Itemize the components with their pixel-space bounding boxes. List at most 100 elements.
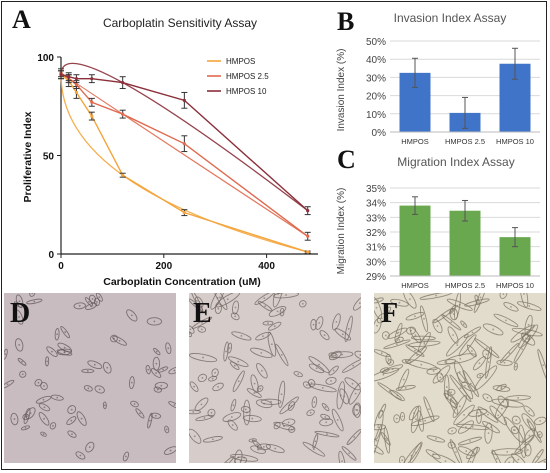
cell-nucleus bbox=[415, 418, 417, 421]
migration-index-chart: Migration Index Assay Migration Index (%… bbox=[336, 155, 540, 290]
cell-outline bbox=[374, 424, 383, 457]
cell-outline bbox=[499, 293, 508, 299]
cell-nucleus bbox=[264, 305, 267, 308]
cell-nucleus bbox=[267, 322, 269, 325]
cell-outline bbox=[57, 348, 73, 356]
cell-nucleus bbox=[404, 387, 407, 389]
cell-outline bbox=[10, 412, 19, 426]
cell-nucleus bbox=[477, 415, 480, 418]
cell-nucleus bbox=[423, 317, 425, 320]
cell-outline bbox=[513, 334, 531, 364]
cell-outline bbox=[14, 309, 24, 325]
cell-outline bbox=[45, 356, 50, 367]
cell-outline bbox=[210, 293, 225, 310]
chart-a-data-point bbox=[121, 112, 125, 116]
cell-outline bbox=[293, 371, 303, 378]
cell-outline bbox=[338, 450, 346, 463]
cell-outline bbox=[307, 379, 316, 387]
panel-label-d: D bbox=[10, 298, 31, 329]
cell-nucleus bbox=[355, 408, 358, 411]
chart-a-y-axis-label: Proliferative Index bbox=[22, 111, 34, 202]
cell-outline bbox=[374, 296, 383, 319]
cell-nucleus bbox=[375, 306, 378, 309]
cell-nucleus bbox=[301, 302, 304, 305]
cell-outline bbox=[26, 298, 43, 305]
cell-nucleus bbox=[253, 392, 256, 394]
cell-nucleus bbox=[288, 404, 291, 407]
cell-nucleus bbox=[469, 440, 471, 442]
cell-nucleus bbox=[26, 415, 28, 417]
cell-nucleus bbox=[335, 320, 338, 323]
panel-label-a: A bbox=[12, 5, 31, 34]
cell-nucleus bbox=[476, 411, 479, 414]
cell-nucleus bbox=[527, 421, 530, 423]
cell-nucleus bbox=[280, 353, 283, 356]
cell-outline bbox=[277, 380, 286, 408]
cell-nucleus bbox=[113, 337, 115, 340]
cell-nucleus bbox=[173, 404, 176, 406]
cell-outline bbox=[405, 311, 425, 321]
cell-outline bbox=[503, 416, 524, 444]
chart-c-bar bbox=[399, 205, 431, 276]
chart-c-bar bbox=[449, 210, 481, 276]
cell-nucleus bbox=[336, 419, 339, 421]
panel-label-f: F bbox=[381, 298, 399, 329]
cell-outline bbox=[94, 385, 105, 394]
cell-nucleus bbox=[17, 303, 20, 306]
cell-nucleus bbox=[495, 457, 498, 460]
cell-outline bbox=[202, 436, 223, 443]
cell-nucleus bbox=[18, 300, 21, 303]
cell-nucleus bbox=[198, 301, 201, 303]
cell-nucleus bbox=[388, 390, 391, 392]
cell-nucleus bbox=[396, 343, 398, 346]
cell-nucleus bbox=[70, 419, 73, 422]
cell-nucleus bbox=[503, 361, 506, 364]
cell-outline bbox=[189, 381, 199, 392]
cell-nucleus bbox=[332, 354, 334, 357]
cell-outline bbox=[321, 402, 330, 412]
cell-outline bbox=[491, 448, 524, 456]
cell-nucleus bbox=[274, 447, 277, 450]
cell-nucleus bbox=[419, 420, 422, 423]
cell-nucleus bbox=[353, 436, 356, 438]
cell-outline bbox=[534, 416, 546, 426]
cell-outline bbox=[495, 398, 509, 419]
cell-outline bbox=[453, 404, 475, 426]
cell-outline bbox=[523, 428, 536, 443]
cell-outline bbox=[34, 378, 43, 387]
cell-outline bbox=[516, 301, 542, 311]
cell-nucleus bbox=[502, 400, 505, 403]
cell-nucleus bbox=[192, 411, 195, 413]
cell-nucleus bbox=[259, 387, 262, 390]
cell-nucleus bbox=[285, 294, 287, 296]
cell-outline bbox=[426, 367, 441, 375]
cell-outline bbox=[444, 353, 477, 365]
cell-outline bbox=[93, 297, 100, 307]
cell-nucleus bbox=[155, 362, 158, 365]
chart-a-data-point bbox=[306, 234, 310, 238]
cell-outline bbox=[444, 390, 458, 409]
cell-outline bbox=[279, 396, 299, 415]
cell-nucleus bbox=[527, 323, 530, 326]
cell-outline bbox=[432, 318, 443, 334]
cell-outline bbox=[145, 364, 151, 375]
cell-outline bbox=[339, 388, 349, 405]
cell-nucleus bbox=[521, 440, 524, 443]
cell-nucleus bbox=[386, 439, 388, 442]
cell-outline bbox=[76, 411, 87, 426]
cell-nucleus bbox=[230, 416, 233, 418]
cell-nucleus bbox=[276, 310, 279, 313]
cell-outline bbox=[332, 313, 341, 331]
cell-outline bbox=[537, 348, 546, 382]
cell-outline bbox=[354, 350, 361, 360]
cell-nucleus bbox=[42, 398, 45, 401]
cell-nucleus bbox=[139, 412, 141, 415]
cell-nucleus bbox=[103, 404, 106, 407]
cell-outline bbox=[83, 385, 93, 392]
cell-outline bbox=[444, 374, 450, 400]
cell-nucleus bbox=[211, 438, 214, 441]
cell-nucleus bbox=[217, 307, 220, 310]
cell-nucleus bbox=[217, 386, 219, 388]
cell-outline bbox=[496, 383, 507, 392]
